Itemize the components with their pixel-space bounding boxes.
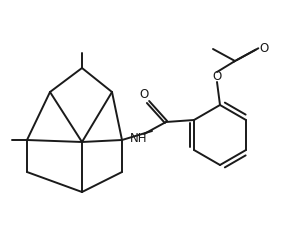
Text: O: O	[212, 71, 222, 84]
Text: O: O	[139, 89, 149, 102]
Text: NH: NH	[130, 132, 148, 144]
Text: O: O	[259, 42, 269, 54]
